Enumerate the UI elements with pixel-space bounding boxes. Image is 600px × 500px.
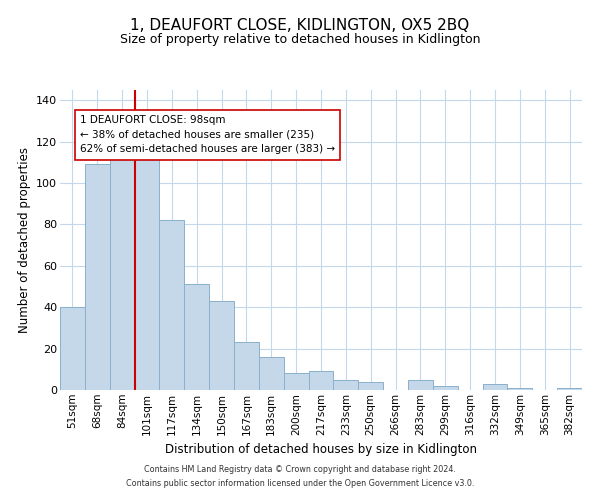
Bar [308,372,334,390]
Bar [408,380,433,390]
Bar [60,307,85,390]
Bar [334,380,358,390]
Text: 1 DEAUFORT CLOSE: 98sqm
← 38% of detached houses are smaller (235)
62% of semi-d: 1 DEAUFORT CLOSE: 98sqm ← 38% of detache… [80,115,335,154]
Bar [85,164,110,390]
Bar [284,374,308,390]
Text: Contains HM Land Registry data © Crown copyright and database right 2024.
Contai: Contains HM Land Registry data © Crown c… [126,466,474,487]
Bar [160,220,184,390]
Bar [234,342,259,390]
Bar [259,357,284,390]
X-axis label: Distribution of detached houses by size in Kidlington: Distribution of detached houses by size … [165,443,477,456]
Bar [358,382,383,390]
Bar [433,386,458,390]
Text: Size of property relative to detached houses in Kidlington: Size of property relative to detached ho… [120,32,480,46]
Bar [184,284,209,390]
Text: 1, DEAUFORT CLOSE, KIDLINGTON, OX5 2BQ: 1, DEAUFORT CLOSE, KIDLINGTON, OX5 2BQ [130,18,470,32]
Bar [134,154,160,390]
Bar [482,384,508,390]
Bar [209,301,234,390]
Bar [557,388,582,390]
Bar [508,388,532,390]
Y-axis label: Number of detached properties: Number of detached properties [17,147,31,333]
Bar [110,150,134,390]
